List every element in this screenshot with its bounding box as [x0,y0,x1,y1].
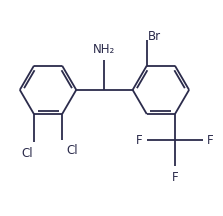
Text: F: F [207,134,214,147]
Text: F: F [136,134,142,147]
Text: F: F [172,171,178,184]
Text: Cl: Cl [21,147,33,160]
Text: NH₂: NH₂ [93,43,116,56]
Text: Cl: Cl [66,144,78,157]
Text: Br: Br [148,30,161,43]
